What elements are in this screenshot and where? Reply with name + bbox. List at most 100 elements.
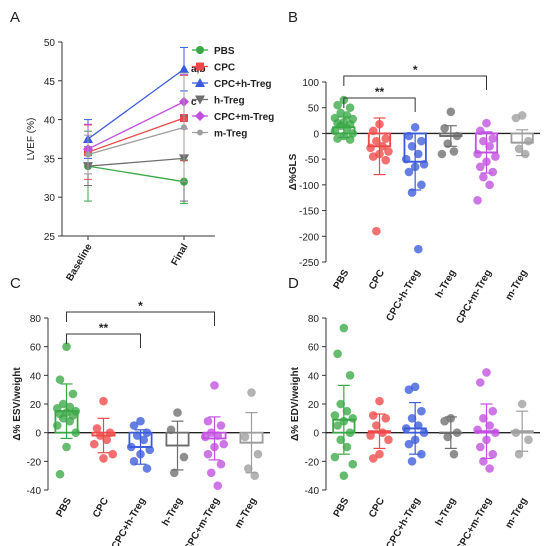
panel-b-data-point <box>333 134 342 143</box>
panel-d-data-point <box>473 425 482 435</box>
panel-c-data-point <box>210 442 219 452</box>
panel-c-data-point <box>206 468 216 478</box>
panel-d-group-m-treg <box>510 399 534 459</box>
panel-c-y-tick-label: -40 <box>27 486 42 497</box>
panel-a-line-cpc-h-treg <box>87 68 185 140</box>
panel-c-bracket-line <box>66 311 215 326</box>
panel-c-data-point <box>102 435 112 445</box>
panel-b-data-point <box>479 136 488 146</box>
panel-d-data-point <box>413 421 423 430</box>
panel-c-data-point <box>99 454 108 463</box>
panel-d-data-point <box>339 416 349 426</box>
panel-a-series-h-treg <box>83 115 189 202</box>
panel-d-data-point <box>485 464 494 473</box>
panel-a-y-tick-label: 30 <box>44 193 56 204</box>
panel-c-data-point <box>58 399 68 409</box>
panel-d-data-point <box>339 323 349 333</box>
panel-d-data-point <box>417 449 426 459</box>
panel-a-y-tick-label: 45 <box>44 77 56 88</box>
panel-c-significance-label: ** <box>99 321 109 335</box>
panel-a-series-pbs <box>84 130 188 204</box>
panel-c-data-point <box>213 431 223 440</box>
panel-c-data-point <box>219 439 229 449</box>
panel-d-data-point <box>372 421 381 430</box>
panel-b-data-point <box>417 136 426 146</box>
panel-c-group-cpc-h-treg <box>126 416 155 473</box>
panel-a-line-cpc <box>87 117 185 153</box>
panel-d-x-tick-label-m-treg: m-Treg <box>504 496 530 530</box>
panel-c-data-point <box>142 464 152 473</box>
panel-b-x-tick-label-h-treg: h-Treg <box>434 268 459 300</box>
panel-b-x-tick-label-m-treg: m-Treg <box>504 268 530 302</box>
panel-c-data-point <box>243 464 253 473</box>
panel-c-significance-bracket: * <box>66 299 215 326</box>
panel-c-data-point <box>92 424 102 433</box>
panel-a-line-m-treg <box>87 126 185 156</box>
panel-c-group-pbs <box>52 342 81 479</box>
panel-a-x-tick-label-baseline: Baseline <box>65 242 95 284</box>
panel-d-data-point <box>330 411 340 420</box>
panel-a-y-tick-label: 25 <box>44 232 56 243</box>
panel-d-data-point <box>348 414 358 423</box>
panel-d-data-point <box>514 449 524 459</box>
panel-c-x-tick-label-cpc-h-treg: CPC+h-Treg <box>110 496 148 546</box>
panel-c-significance-bracket: ** <box>66 321 141 348</box>
panel-c-data-point <box>216 421 226 430</box>
panel-a-legend-item-cpc: CPC <box>192 62 235 74</box>
panel-b-y-tick-label: -200 <box>299 232 319 243</box>
panel-a-line-cpc-m-treg <box>87 101 185 150</box>
panel-a-legend-item-h-treg: h-Treg <box>192 95 245 107</box>
panel-c-data-point <box>65 416 75 426</box>
panel-b-data-point <box>407 141 417 151</box>
panel-b-data-point <box>378 141 387 151</box>
panel-b-data-point <box>330 126 340 136</box>
panel-b-significance-bracket: ** <box>343 85 416 112</box>
panel-d-y-axis-label: Δ% EDV/weight <box>290 366 301 441</box>
panel-c-group-h-treg <box>165 408 190 478</box>
panel-a-legend-marker <box>197 129 203 136</box>
panel-a-legend-item-cpc-h-treg: CPC+h-Treg <box>192 78 272 90</box>
panel-b-data-point <box>407 188 417 197</box>
panel-b-bracket-line <box>343 75 487 90</box>
panel-d-data-point <box>479 457 488 466</box>
panel-c-x-tick-label-m-treg: m-Treg <box>233 496 259 530</box>
panel-c-y-tick-label: -20 <box>27 457 42 468</box>
panel-a-legend-label: CPC+m-Treg <box>214 112 274 123</box>
panel-b-data-point <box>485 180 494 190</box>
panel-b-significance-label: ** <box>375 85 385 99</box>
panel-b-data-point <box>452 131 462 141</box>
panel-b-data-point <box>384 147 393 156</box>
panel-c-y-tick-label: 60 <box>30 343 42 354</box>
panel-b-data-point <box>342 123 352 133</box>
panel-b-y-tick-label: 100 <box>302 78 319 89</box>
panel-d-data-point <box>417 406 426 416</box>
panel-c-data-point <box>179 452 189 462</box>
panel-d-data-point <box>339 471 349 480</box>
panel-c-data-point <box>216 459 226 469</box>
panel-d-data-point <box>488 406 498 416</box>
panel-b-data-point <box>473 149 482 159</box>
panel-d-data-point <box>475 442 485 452</box>
panel-b-data-point <box>475 162 485 172</box>
panel-c-data-point <box>166 425 176 435</box>
panel-d-data-point <box>348 459 358 469</box>
panel-d-y-tick-label: -40 <box>305 486 320 497</box>
panel-d-data-point <box>381 414 391 423</box>
panel-c-letter: C <box>10 275 21 292</box>
panel-b-data-point <box>520 149 530 159</box>
panel-d-x-tick-label-cpc-h-treg: CPC+h-Treg <box>384 496 422 546</box>
panel-a-legend-marker <box>196 46 204 54</box>
panel-c-data-point <box>108 449 118 459</box>
panel-d-x-tick-label-cpc-m-treg: CPC+m-Treg <box>454 496 494 546</box>
panel-d-y-tick-label: 20 <box>308 400 320 411</box>
panel-b-data-point <box>475 126 485 136</box>
panel-b-data-point <box>368 152 378 161</box>
panel-d-y-tick-label: 40 <box>308 371 320 382</box>
panel-c-y-tick-label: 40 <box>30 371 42 382</box>
panel-b-data-point <box>372 226 381 236</box>
panel-c-data-point <box>240 432 250 442</box>
panel-b-significance-bracket: * <box>343 63 487 90</box>
panel-b-significance-label: * <box>413 63 418 77</box>
panel-d-data-point <box>336 399 346 409</box>
panel-d-data-point <box>375 396 384 406</box>
